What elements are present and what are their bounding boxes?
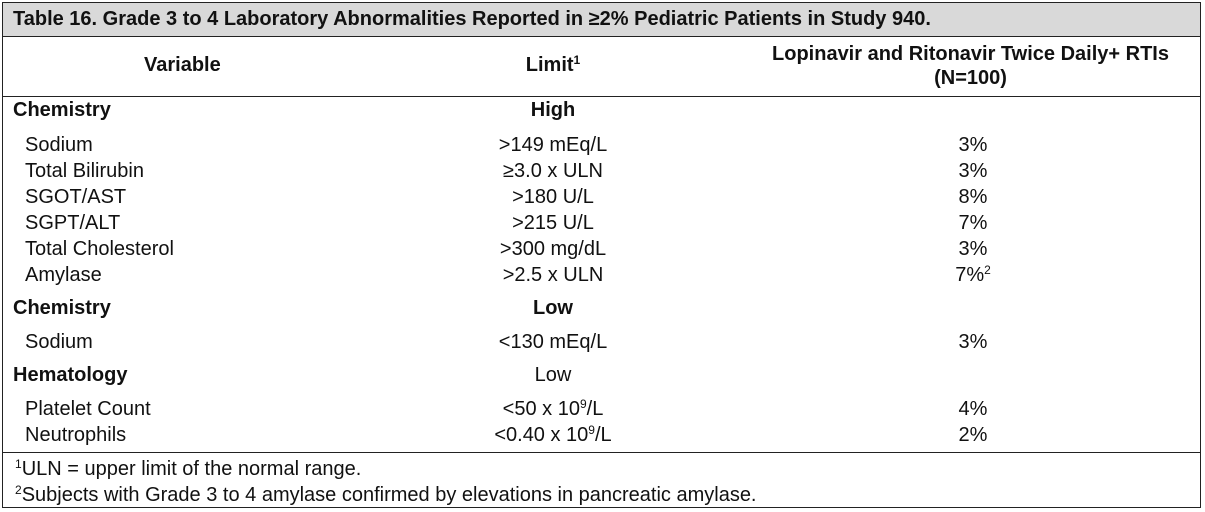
table-title: Table 16. Grade 3 to 4 Laboratory Abnorm…	[13, 8, 931, 30]
row-limit: <50 x 109/L	[433, 398, 673, 421]
row-value-text: 7%	[955, 264, 985, 286]
row-value: 8%	[958, 186, 988, 208]
header-limit: Limit1	[518, 54, 588, 77]
row-limit: <0.40 x 109/L	[433, 424, 673, 447]
row-limit: >2.5 x ULN	[502, 264, 604, 286]
section-limit: Low	[533, 297, 573, 319]
row-value: 3%	[958, 331, 988, 353]
table-title-bar: Table 16. Grade 3 to 4 Laboratory Abnorm…	[3, 3, 1200, 37]
row-variable: Sodium	[25, 331, 93, 353]
footnote-mark: 2	[15, 483, 22, 497]
footnote: 1ULN = upper limit of the normal range.	[15, 458, 361, 481]
footnote: 2Subjects with Grade 3 to 4 amylase conf…	[15, 484, 757, 507]
footnote-divider	[3, 452, 1200, 453]
section-label: Hematology	[13, 364, 128, 386]
row-value: 3%	[958, 160, 988, 182]
section-label: Chemistry	[13, 297, 111, 319]
row-limit-unit: /L	[594, 424, 612, 446]
row-variable: Total Cholesterol	[25, 238, 174, 260]
row-value: 7%2	[873, 264, 1073, 287]
row-variable: Amylase	[25, 264, 102, 286]
row-limit: >180 U/L	[512, 186, 594, 208]
header-treatment-line2: (N=100)	[934, 67, 1007, 89]
header-treatment: Lopinavir and Ritonavir Twice Daily+ RTI…	[743, 42, 1198, 90]
row-variable: Sodium	[25, 134, 93, 156]
row-variable: Neutrophils	[25, 424, 127, 446]
header-limit-label: Limit	[525, 54, 574, 76]
row-limit-text: <50 x 10	[502, 398, 580, 420]
row-value: 4%	[958, 398, 988, 420]
row-value-footnote-mark: 2	[984, 263, 991, 277]
row-value: 3%	[958, 134, 988, 156]
row-limit: <130 mEq/L	[498, 331, 608, 353]
row-limit: ≥3.0 x ULN	[503, 160, 603, 182]
row-limit-unit: /L	[586, 398, 604, 420]
footnote-mark: 1	[15, 457, 22, 471]
header-variable: Variable	[144, 54, 221, 76]
section-limit: Low	[534, 364, 572, 386]
row-limit: >300 mg/dL	[499, 238, 607, 260]
row-limit: >215 U/L	[512, 212, 594, 234]
row-variable: Total Bilirubin	[25, 160, 144, 182]
footnote-text: ULN = upper limit of the normal range.	[21, 458, 362, 480]
footnote-text: Subjects with Grade 3 to 4 amylase confi…	[21, 484, 757, 506]
section-label: Chemistry	[13, 99, 111, 121]
row-limit: >149 mEq/L	[498, 134, 608, 156]
header-limit-footnote-mark: 1	[573, 53, 581, 67]
header-divider	[3, 96, 1200, 97]
row-limit-exponent: 9	[579, 397, 587, 411]
row-value: 7%	[958, 212, 988, 234]
section-limit: High	[530, 99, 576, 121]
row-variable: Platelet Count	[25, 398, 151, 420]
row-variable: SGPT/ALT	[25, 212, 121, 234]
header-treatment-line1: Lopinavir and Ritonavir Twice Daily+ RTI…	[772, 43, 1169, 65]
row-value: 2%	[958, 424, 988, 446]
row-value: 3%	[958, 238, 988, 260]
row-variable: SGOT/AST	[25, 186, 127, 208]
row-limit-text: <0.40 x 10	[494, 424, 589, 446]
row-limit-exponent: 9	[588, 423, 595, 437]
